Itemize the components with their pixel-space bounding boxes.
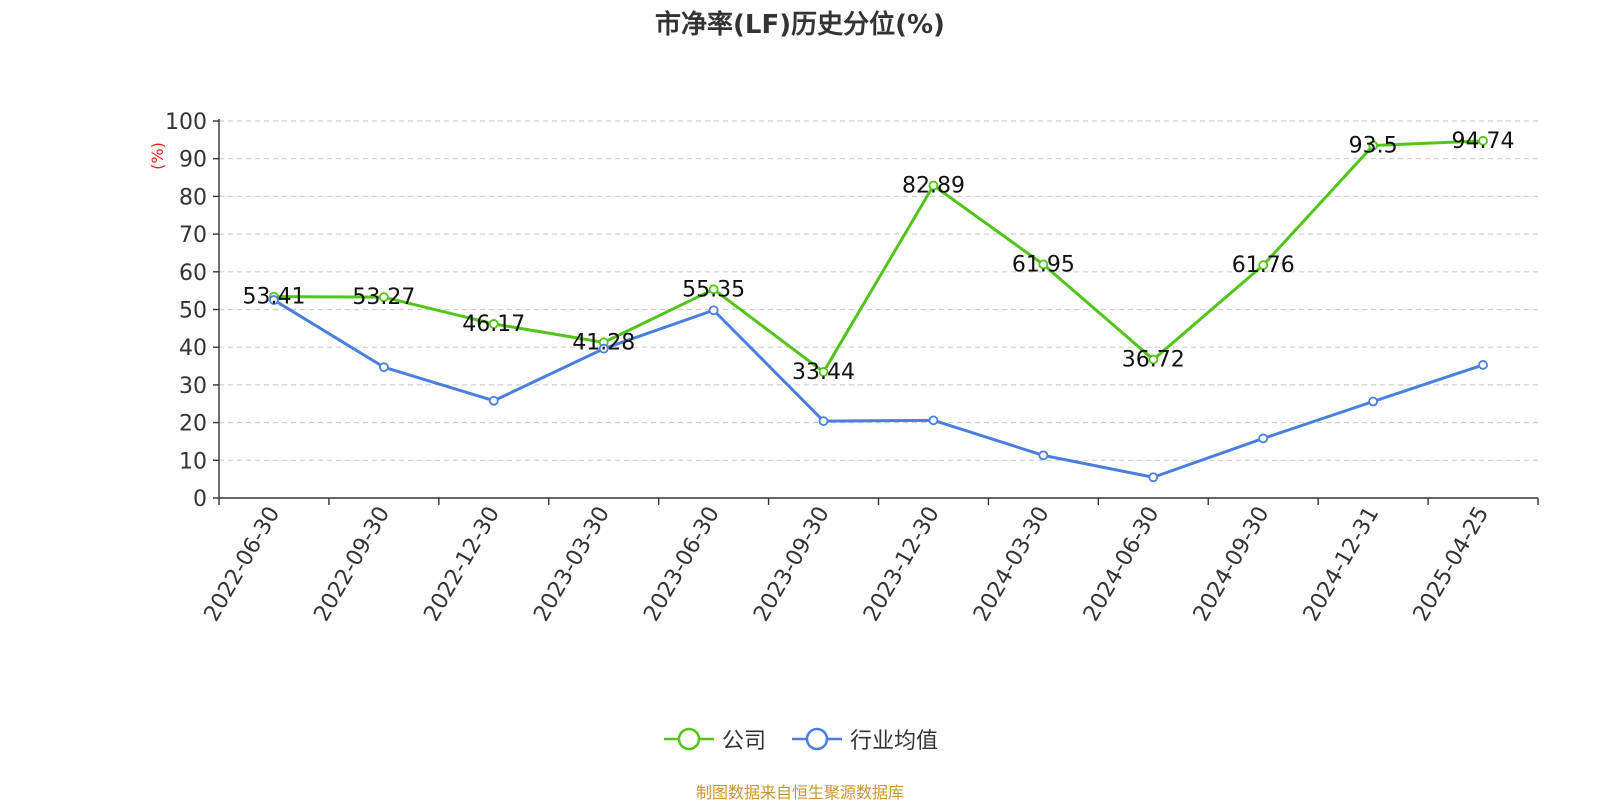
- data-point: [1478, 360, 1488, 370]
- data-label: 33.44: [792, 360, 855, 385]
- legend-industry-swatch-icon: [792, 727, 842, 751]
- data-point: [1148, 472, 1159, 483]
- data-point: [1478, 135, 1488, 146]
- grid-lines: [219, 120, 1538, 461]
- y-tick-label: 10: [179, 449, 207, 474]
- data-point: [1368, 396, 1379, 407]
- x-tick-label: 2022-12-30: [419, 502, 505, 625]
- data-label: 61.95: [1012, 252, 1075, 277]
- data-label: 93.5: [1349, 134, 1398, 159]
- data-label: 41.28: [572, 330, 635, 355]
- y-tick-label: 30: [179, 374, 207, 399]
- series-lines: [269, 135, 1488, 483]
- x-tick-label: 2025-04-25: [1409, 503, 1495, 626]
- data-label: 61.76: [1232, 253, 1295, 278]
- data-point: [598, 343, 609, 354]
- series-line: [273, 298, 1484, 479]
- y-tick-label: 50: [179, 299, 207, 324]
- data-point: [269, 295, 279, 305]
- x-tick-label: 2024-03-30: [969, 503, 1055, 626]
- data-point: [818, 367, 829, 377]
- source-note: 制图数据来自恒生聚源数据库: [695, 783, 904, 802]
- data-label: 53.41: [242, 285, 305, 310]
- y-tick-label: 90: [179, 148, 207, 173]
- chart-title: 市净率(LF)历史分位(%): [655, 10, 945, 40]
- data-label: 53.27: [352, 285, 415, 310]
- legend-label-industry-average: 行业均值: [850, 729, 939, 754]
- legend: 公司 行业均值: [0, 722, 1600, 756]
- data-point: [1258, 433, 1269, 444]
- series-line: [273, 139, 1484, 374]
- y-tick-label: 0: [193, 487, 207, 512]
- data-label: 46.17: [462, 312, 525, 337]
- data-label: 55.35: [682, 277, 745, 302]
- data-point: [708, 305, 719, 316]
- x-tick-label: 2023-06-30: [639, 503, 725, 626]
- x-tick-label: 2022-09-30: [309, 503, 395, 626]
- data-labels: 53.41 53.27 46.17 41.28 55.35 33.44 82.89 61.95…: [242, 129, 1514, 385]
- y-tick-label: 80: [179, 185, 207, 210]
- y-tick-label: 40: [179, 336, 207, 361]
- data-label: 82.89: [902, 174, 965, 199]
- y-tick-label: 70: [179, 223, 207, 248]
- data-point: [928, 415, 939, 426]
- data-point: [1038, 450, 1049, 461]
- y-tick-label: 20: [179, 412, 207, 437]
- data-label: 94.74: [1452, 129, 1515, 154]
- data-point: [1368, 140, 1379, 151]
- data-point: [378, 292, 389, 303]
- data-point: [928, 180, 939, 191]
- x-tick-label: 2024-09-30: [1189, 503, 1275, 626]
- y-tick-label: 60: [179, 261, 207, 286]
- x-tick-label: 2022-06-30: [200, 503, 286, 626]
- data-label: 36.72: [1122, 348, 1185, 373]
- y-axis-title: (%): [148, 142, 167, 170]
- x-tick-label: 2023-09-30: [749, 503, 835, 626]
- data-point: [818, 416, 829, 426]
- legend-label-company: 公司: [722, 729, 767, 754]
- data-point: [378, 362, 389, 373]
- data-point: [488, 319, 499, 329]
- legend-company-swatch-icon: [664, 727, 714, 751]
- data-point: [1148, 354, 1159, 365]
- x-tick-label: 2024-06-30: [1079, 503, 1165, 626]
- x-tick-label: 2024-12-31: [1299, 503, 1385, 626]
- x-tick-label: 2023-12-30: [859, 502, 945, 625]
- data-point: [488, 395, 499, 406]
- y-tick-label: 100: [165, 110, 207, 135]
- data-point: [1038, 259, 1049, 270]
- data-point: [1258, 260, 1269, 271]
- data-point: [708, 284, 719, 295]
- x-tick-label: 2023-03-30: [529, 503, 615, 626]
